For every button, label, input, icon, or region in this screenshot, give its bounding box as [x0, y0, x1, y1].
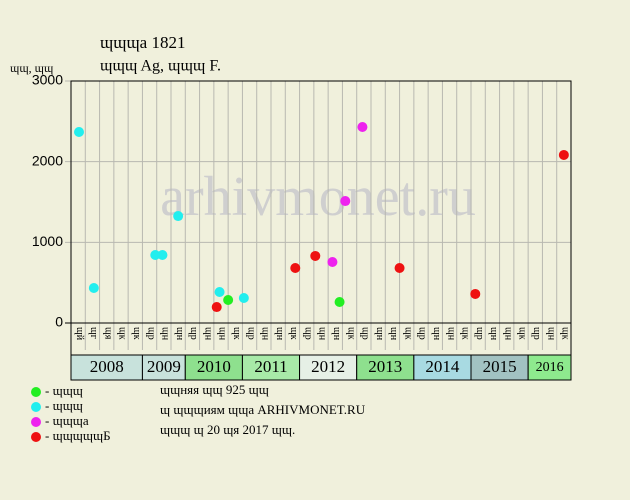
slot-label: ɰк: [402, 327, 413, 340]
slot-label: ɰр: [188, 327, 199, 340]
slot-label: ɰй: [74, 327, 85, 341]
y-tick-label: 2000: [32, 152, 63, 168]
data-point: [290, 262, 301, 273]
legend-label: - ɰɰɰɰɰБ: [45, 428, 111, 443]
slot-label: ɰк: [131, 327, 142, 340]
year-box: [356, 354, 415, 381]
y-tick-label: 1000: [32, 233, 63, 249]
slot-label: ɰр: [531, 327, 542, 340]
slot-label: ɰн: [174, 327, 185, 341]
slot-label: ɰн: [488, 327, 499, 341]
slot-label: ɰк: [117, 327, 128, 340]
note: ɰɰɰ ɰ 20 ɰя 2017 ɰɰ.: [160, 422, 295, 437]
year-box: [241, 354, 301, 381]
data-point: [173, 211, 184, 222]
slot-label: ɰн: [217, 327, 228, 341]
slot-label: ɰк: [460, 327, 471, 340]
slot-label: ɰк: [560, 327, 571, 340]
data-point: [340, 196, 351, 207]
note: ɰɰняя ɰɰ 925 ɰɰ: [160, 382, 269, 397]
slot-label: ɰк: [345, 327, 356, 340]
note: ɰ ɰɰɰиям ɰɰа ARHIVMONET.RU: [160, 402, 366, 417]
legend-label: - ɰɰɰ: [45, 398, 83, 413]
legend-label: - ɰɰɰ: [45, 383, 83, 398]
slot-label: ɰр: [360, 327, 371, 340]
year-box: [184, 354, 243, 381]
data-point: [327, 257, 338, 268]
watermark: arhivmonet.ru: [160, 166, 476, 228]
slot-label: ɰн: [388, 327, 399, 341]
data-point: [223, 295, 234, 306]
slot-label: ɰк: [517, 327, 528, 340]
slot-label: ɰн: [445, 327, 456, 341]
legend-marker: [31, 432, 41, 442]
data-point: [357, 121, 368, 132]
legend-label: - ɰɰɰа: [45, 413, 89, 428]
slot-label: ɰр: [145, 327, 156, 340]
year-box: [413, 354, 472, 381]
slot-label: ɰн: [331, 327, 342, 341]
slot-label: ɰн: [545, 327, 556, 341]
year-label: 2014: [425, 357, 460, 376]
year-label: 2011: [254, 357, 287, 376]
slot-label: ɰн: [202, 327, 213, 341]
data-point: [310, 250, 321, 261]
slot-label: ɰн: [274, 327, 285, 341]
y-tick-label: 3000: [32, 72, 63, 88]
year-label: 2009: [147, 357, 181, 376]
year-label: 2015: [483, 357, 517, 376]
year-box: [141, 354, 186, 381]
data-point: [150, 249, 161, 260]
slot-label: ɰн: [431, 327, 442, 341]
data-point: [558, 149, 569, 160]
slot-label: ɰн: [502, 327, 513, 341]
data-point: [157, 249, 168, 260]
year-label: 2010: [197, 357, 231, 376]
chart-subtitle: ɰɰɰ Ag, ɰɰɰ F.: [100, 58, 221, 75]
legend-marker: [31, 387, 41, 397]
slot-label: ɰр: [245, 327, 256, 340]
data-point: [470, 288, 481, 299]
slot-label: ɰр: [417, 327, 428, 340]
year-label: 2008: [90, 357, 124, 376]
data-point: [88, 282, 99, 293]
legend-marker: [31, 402, 41, 412]
slot-label: ɰн: [160, 327, 171, 341]
legend-marker: [31, 417, 41, 427]
year-label: 2012: [311, 357, 345, 376]
slot-label: ɰн: [374, 327, 385, 341]
year-label: 2016: [536, 360, 564, 375]
slot-label: ɰр: [474, 327, 485, 340]
slot-label: ɰк: [231, 327, 242, 340]
data-point: [394, 262, 405, 273]
data-point: [238, 292, 249, 303]
data-point: [74, 126, 84, 137]
slot-label: ɰг: [88, 327, 99, 339]
chart-title: ɰɰɰа 1821: [100, 33, 185, 52]
slot-label: ɰк: [288, 327, 299, 340]
year-box: [527, 354, 572, 381]
y-tick-label: 0: [55, 314, 63, 330]
slot-label: ɰн: [260, 327, 271, 341]
data-point: [334, 297, 345, 308]
year-box: [470, 354, 529, 381]
slot-label: ɰя: [102, 327, 113, 340]
data-point: [211, 302, 222, 313]
year-box: [299, 354, 358, 381]
slot-label: ɰн: [317, 327, 328, 341]
data-point: [214, 287, 225, 298]
slot-label: ɰр: [302, 327, 313, 340]
year-label: 2013: [368, 357, 402, 376]
y-axis-label: ɰɰ, ɰɰ: [10, 61, 54, 75]
